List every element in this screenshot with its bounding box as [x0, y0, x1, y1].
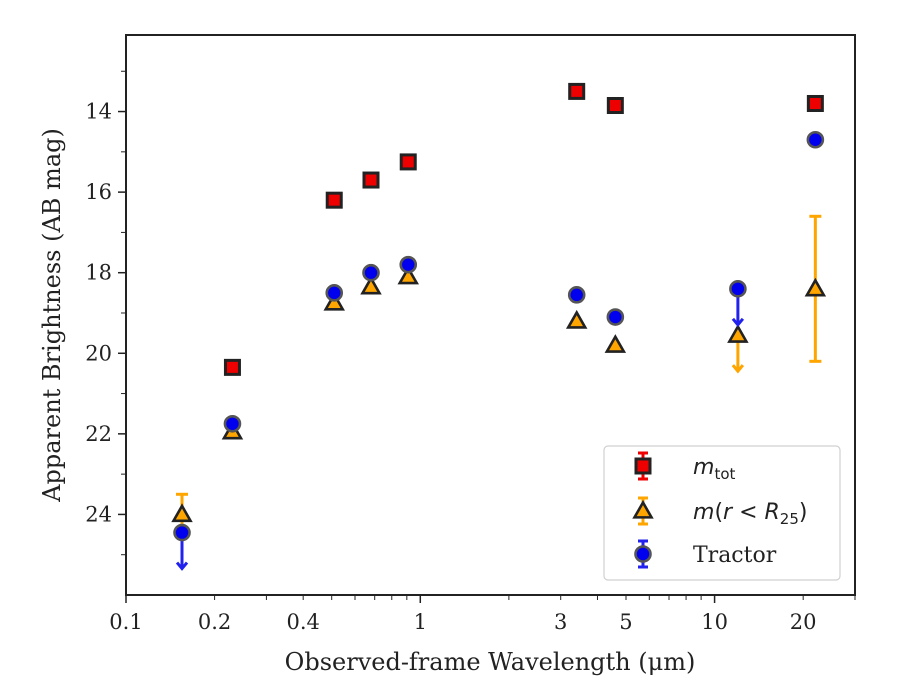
x-tick-label: 0.1	[109, 610, 142, 634]
data-point-triangle	[171, 503, 193, 523]
legend-marker-triangle	[632, 499, 654, 519]
x-axis: 0.1 0.2 0.4 1 3 5 10 20	[109, 595, 856, 634]
legend-item: mtot	[634, 451, 735, 483]
data-point-triangle	[604, 334, 627, 353]
data-point-triangle	[565, 309, 588, 329]
data-point-square	[606, 97, 624, 115]
x-tick-label: 10	[701, 610, 728, 634]
data-point-square	[399, 153, 417, 171]
data-point-square	[806, 94, 824, 112]
data-point-square	[362, 171, 380, 189]
data-point-square	[568, 82, 586, 100]
data-point-square	[223, 358, 241, 376]
data-point-triangle	[804, 277, 827, 297]
x-axis-label: Observed-frame Wavelength (μm)	[285, 648, 696, 676]
legend-label: m(r < R25)	[693, 500, 807, 528]
x-tick-label: 0.4	[286, 610, 319, 634]
data-point-square	[325, 191, 343, 209]
arrow-head	[731, 364, 745, 374]
legend-marker-circle	[634, 545, 652, 563]
data-point-circle	[806, 130, 825, 149]
data-point-circle	[399, 255, 418, 274]
y-tick-label: 20	[85, 341, 112, 365]
data-point-circle	[173, 523, 191, 542]
legend-marker-square	[634, 457, 652, 475]
y-axis-label: Apparent Brightness (AB mag)	[38, 128, 66, 503]
series-circle	[173, 130, 825, 571]
data-point-circle	[325, 284, 344, 302]
arrow-head	[731, 317, 745, 328]
x-tick-label: 20	[790, 610, 817, 634]
y-tick-label: 14	[85, 100, 112, 124]
y-tick-label: 16	[85, 180, 112, 204]
legend-item: Tractor	[634, 539, 777, 569]
y-tick-label: 22	[85, 422, 112, 446]
data-point-triangle	[727, 324, 749, 343]
x-tick-label: 1	[414, 610, 427, 634]
data-point-triangle	[360, 275, 382, 295]
series-square	[223, 82, 824, 376]
data-point-circle	[362, 263, 380, 282]
data-point-circle	[729, 280, 747, 298]
arrow-head	[175, 561, 189, 571]
data-points-layer	[171, 82, 827, 571]
x-tick-label: 5	[619, 610, 632, 634]
data-point-circle	[223, 414, 242, 433]
data-point-triangle	[397, 265, 419, 285]
legend-item: m(r < R25)	[632, 496, 807, 528]
legend: mtot m(r < R25) Tractor	[603, 445, 841, 581]
data-point-circle	[606, 308, 625, 326]
y-tick-label: 18	[85, 261, 112, 285]
data-point-triangle	[323, 291, 345, 311]
data-point-circle	[567, 286, 586, 304]
legend-label: mtot	[693, 455, 735, 483]
y-axis: 14 16 18 20 22 24	[85, 70, 126, 556]
legend-box	[603, 445, 841, 581]
y-tick-label: 24	[85, 502, 112, 526]
x-tick-label: 0.2	[198, 610, 231, 634]
plot-frame	[125, 34, 856, 596]
x-tick-label: 3	[554, 610, 567, 634]
legend-label: Tractor	[693, 543, 777, 568]
